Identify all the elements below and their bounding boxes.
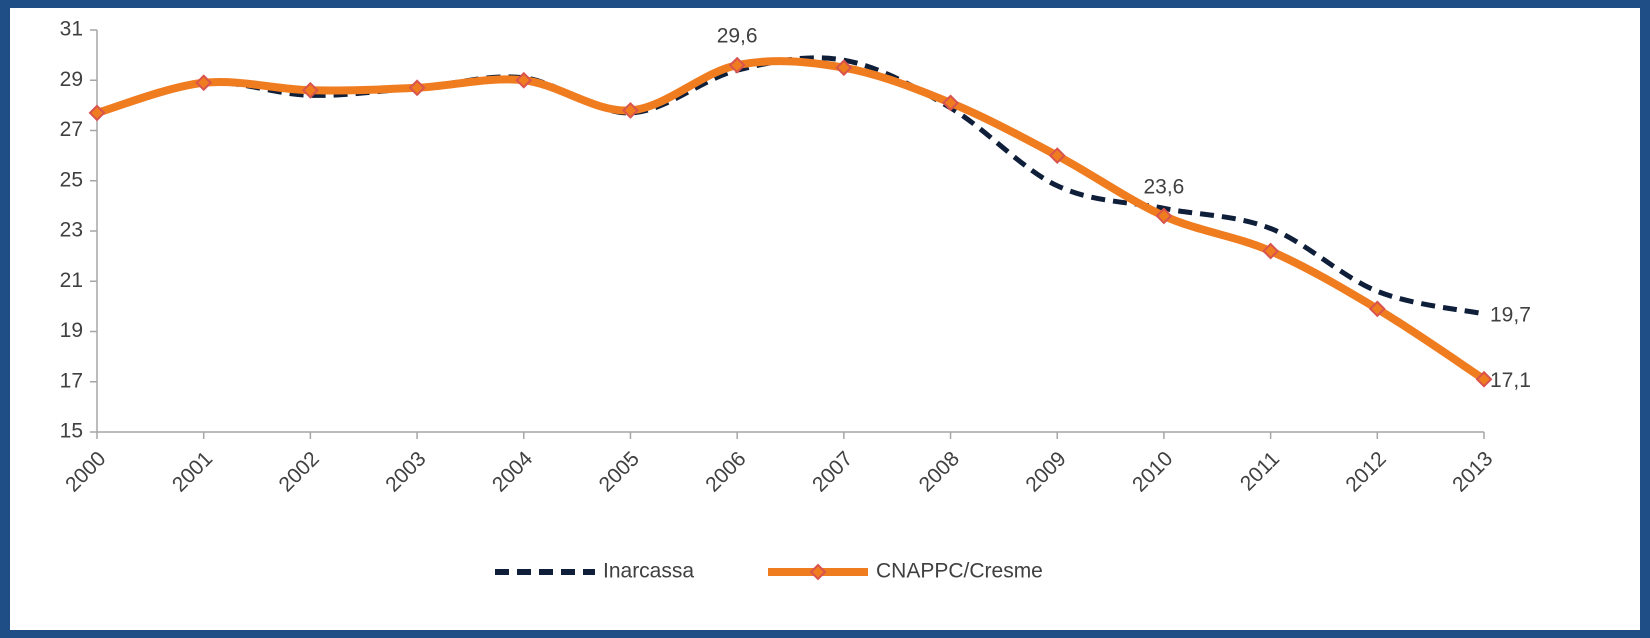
marker [1475, 370, 1493, 388]
y-tick-label: 15 [60, 420, 83, 443]
marker [301, 81, 319, 99]
marker [515, 71, 533, 89]
marker [1048, 147, 1066, 165]
y-tick-label: 29 [60, 68, 83, 91]
data-label: 23,6 [1143, 175, 1184, 198]
y-tick-label: 19 [60, 319, 83, 342]
data-label: 19,7 [1490, 303, 1531, 326]
marker [1368, 300, 1386, 318]
marker [622, 101, 639, 119]
marker [195, 74, 213, 92]
data-label: 17,1 [1490, 369, 1531, 392]
marker [1155, 207, 1173, 225]
marker [408, 79, 426, 97]
y-tick-label: 21 [60, 269, 83, 292]
marker [728, 56, 746, 74]
marker [1262, 242, 1280, 260]
marker [88, 104, 106, 122]
legend-marker [809, 563, 827, 581]
y-tick-label: 25 [60, 168, 83, 191]
marker [942, 94, 959, 112]
chart-area [10, 8, 1640, 630]
legend-label: CNAPPC/Cresme [876, 560, 1043, 583]
marker [835, 59, 853, 77]
y-tick-label: 31 [60, 18, 83, 41]
y-tick-label: 27 [60, 118, 83, 141]
data-label: 29,6 [717, 25, 758, 48]
y-tick-label: 23 [60, 219, 83, 242]
y-tick-label: 17 [60, 369, 83, 392]
legend-label: Inarcassa [603, 560, 694, 583]
